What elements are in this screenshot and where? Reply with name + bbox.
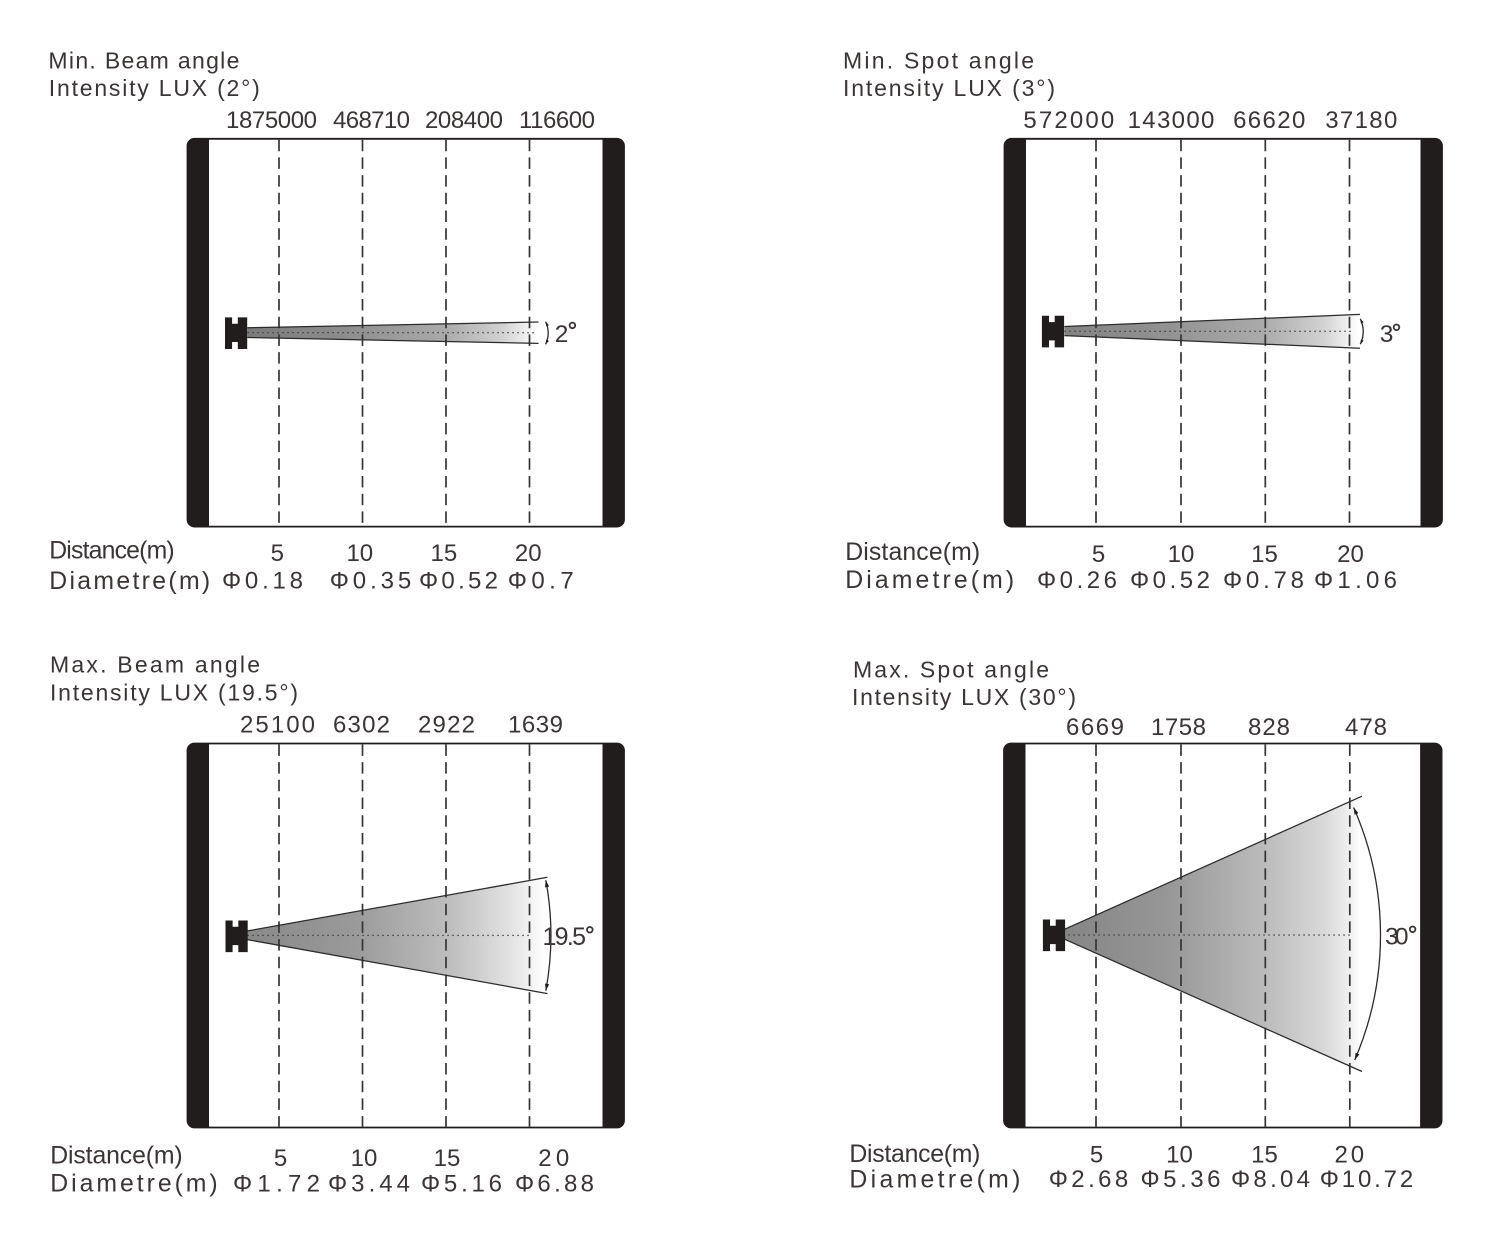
svg-text:5: 5 [274,1145,287,1172]
svg-text:Intensity LUX (19.5°): Intensity LUX (19.5°) [50,680,298,706]
svg-text:Φ0.78: Φ0.78 [1223,567,1304,594]
svg-text:30: 30 [1385,924,1409,951]
svg-text:Φ5.16: Φ5.16 [421,1170,502,1197]
svg-text:Max. Beam angle: Max. Beam angle [50,652,260,678]
svg-text:37180: 37180 [1325,107,1397,134]
svg-text:2922: 2922 [418,712,475,739]
svg-text:Φ0.52: Φ0.52 [1130,567,1210,594]
svg-text:Distance(m): Distance(m) [49,538,175,565]
svg-text:Min. Spot angle: Min. Spot angle [843,47,1034,73]
svg-text:208400: 208400 [425,107,503,134]
svg-text:478: 478 [1345,714,1387,741]
svg-text:Φ0.35: Φ0.35 [330,568,412,595]
svg-text:Φ0.26: Φ0.26 [1037,567,1117,594]
svg-text:20: 20 [1337,541,1364,568]
svg-text:5: 5 [1090,1142,1103,1169]
svg-text:2: 2 [555,321,569,348]
svg-text:Φ5.36: Φ5.36 [1141,1166,1221,1193]
svg-text:5: 5 [271,540,284,567]
svg-text:Φ1.06: Φ1.06 [1314,567,1397,594]
svg-text:1639: 1639 [508,712,563,739]
svg-text:1758: 1758 [1151,714,1206,741]
svg-text:116600: 116600 [519,107,595,134]
svg-text:10: 10 [351,1145,378,1172]
svg-text:Intensity LUX (30°): Intensity LUX (30°) [852,684,1076,710]
svg-text:15: 15 [434,1145,461,1172]
svg-text:Φ10.72: Φ10.72 [1320,1166,1414,1193]
svg-text:Min. Beam angle: Min. Beam angle [48,47,239,73]
svg-text:15: 15 [431,540,458,567]
svg-text:468710: 468710 [333,107,410,134]
svg-text:Φ3.44: Φ3.44 [328,1170,410,1197]
svg-text:15: 15 [1251,541,1278,568]
svg-text:6669: 6669 [1066,714,1124,741]
svg-text:5: 5 [1092,541,1105,568]
svg-text:Φ2.68: Φ2.68 [1049,1166,1129,1193]
svg-text:15: 15 [1251,1142,1278,1169]
svg-text:Distance(m): Distance(m) [50,1143,183,1170]
svg-text:Distance(m): Distance(m) [845,539,980,566]
svg-text:10: 10 [346,540,373,567]
svg-text:Φ0.52: Φ0.52 [419,568,498,595]
svg-text:Φ6.88: Φ6.88 [515,1170,594,1197]
svg-text:Φ1.72: Φ1.72 [233,1170,320,1197]
svg-text:Φ0.18: Φ0.18 [222,568,303,595]
svg-text:143000: 143000 [1128,107,1215,134]
svg-text:10: 10 [1168,541,1195,568]
svg-text:10: 10 [1166,1142,1193,1169]
svg-text:6302: 6302 [333,712,390,739]
svg-text:Intensity LUX (2°): Intensity LUX (2°) [49,75,260,101]
svg-text:1875000: 1875000 [226,107,317,134]
svg-text:20: 20 [515,540,542,567]
svg-text:Φ0.7: Φ0.7 [508,568,574,595]
svg-text:19.5: 19.5 [543,923,587,951]
svg-text:25100: 25100 [240,712,315,739]
svg-text:3: 3 [1380,321,1394,348]
svg-text:Distance(m): Distance(m) [849,1141,980,1168]
svg-text:66620: 66620 [1233,107,1305,134]
svg-text:Diametre(m): Diametre(m) [49,568,210,595]
svg-text:Φ8.04: Φ8.04 [1231,1166,1310,1193]
svg-text:828: 828 [1248,714,1290,741]
svg-text:Intensity LUX (3°): Intensity LUX (3°) [843,75,1055,101]
